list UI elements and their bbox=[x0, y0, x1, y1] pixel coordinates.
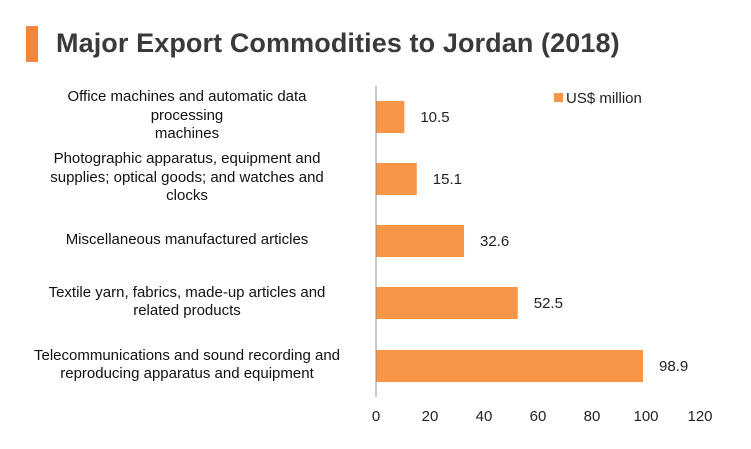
category-label-line: machines bbox=[154, 125, 220, 143]
data-label: 10.5 bbox=[420, 109, 449, 126]
category-label-line: Miscellaneous manufactured articles bbox=[65, 230, 309, 248]
category-label-line: supplies; optical goods; and watches and bbox=[50, 168, 324, 186]
category-label-line: Office machines and automatic data bbox=[67, 88, 307, 106]
category-label-line: clocks bbox=[166, 187, 208, 205]
legend-label: US$ million bbox=[566, 90, 642, 107]
data-label: 52.5 bbox=[534, 295, 563, 312]
data-label: 98.9 bbox=[659, 358, 688, 375]
x-tick-label: 120 bbox=[687, 408, 712, 425]
category-label-line: reproducing apparatus and equipment bbox=[60, 365, 314, 382]
category-label: Office machines and automatic data proces… bbox=[7, 88, 367, 144]
category-label: Telecommunications and sound recording a… bbox=[7, 347, 367, 384]
x-tick-label: 80 bbox=[584, 408, 601, 425]
x-tick-label: 100 bbox=[633, 408, 658, 425]
x-tick-label: 60 bbox=[530, 408, 547, 425]
data-label: 15.1 bbox=[433, 171, 462, 188]
category-label-line: Photographic apparatus, equipment and bbox=[53, 150, 321, 168]
category-label: Miscellaneous manufactured articles bbox=[7, 231, 367, 250]
category-label-line: related products bbox=[133, 302, 241, 319]
x-tick-label: 0 bbox=[372, 408, 380, 425]
category-label: Textile yarn, fabrics, made-up articles … bbox=[7, 284, 367, 321]
category-label-line: Textile yarn, fabrics, made-up articles … bbox=[48, 283, 326, 301]
bar bbox=[376, 350, 644, 382]
x-tick-label: 40 bbox=[476, 408, 493, 425]
title-accent-bar bbox=[26, 26, 38, 62]
category-label-line: Telecommunications and sound recording a… bbox=[33, 346, 341, 364]
bar bbox=[376, 225, 465, 257]
bar bbox=[376, 163, 417, 195]
bar bbox=[376, 287, 518, 319]
bar bbox=[376, 101, 405, 133]
legend-swatch bbox=[554, 93, 563, 102]
category-label-line: processing bbox=[150, 106, 224, 124]
x-tick-label: 20 bbox=[422, 408, 439, 425]
data-label: 32.6 bbox=[480, 233, 509, 250]
chart-title: Major Export Commodities to Jordan (2018… bbox=[56, 28, 620, 58]
category-label: Photographic apparatus, equipment and sup… bbox=[7, 150, 367, 206]
